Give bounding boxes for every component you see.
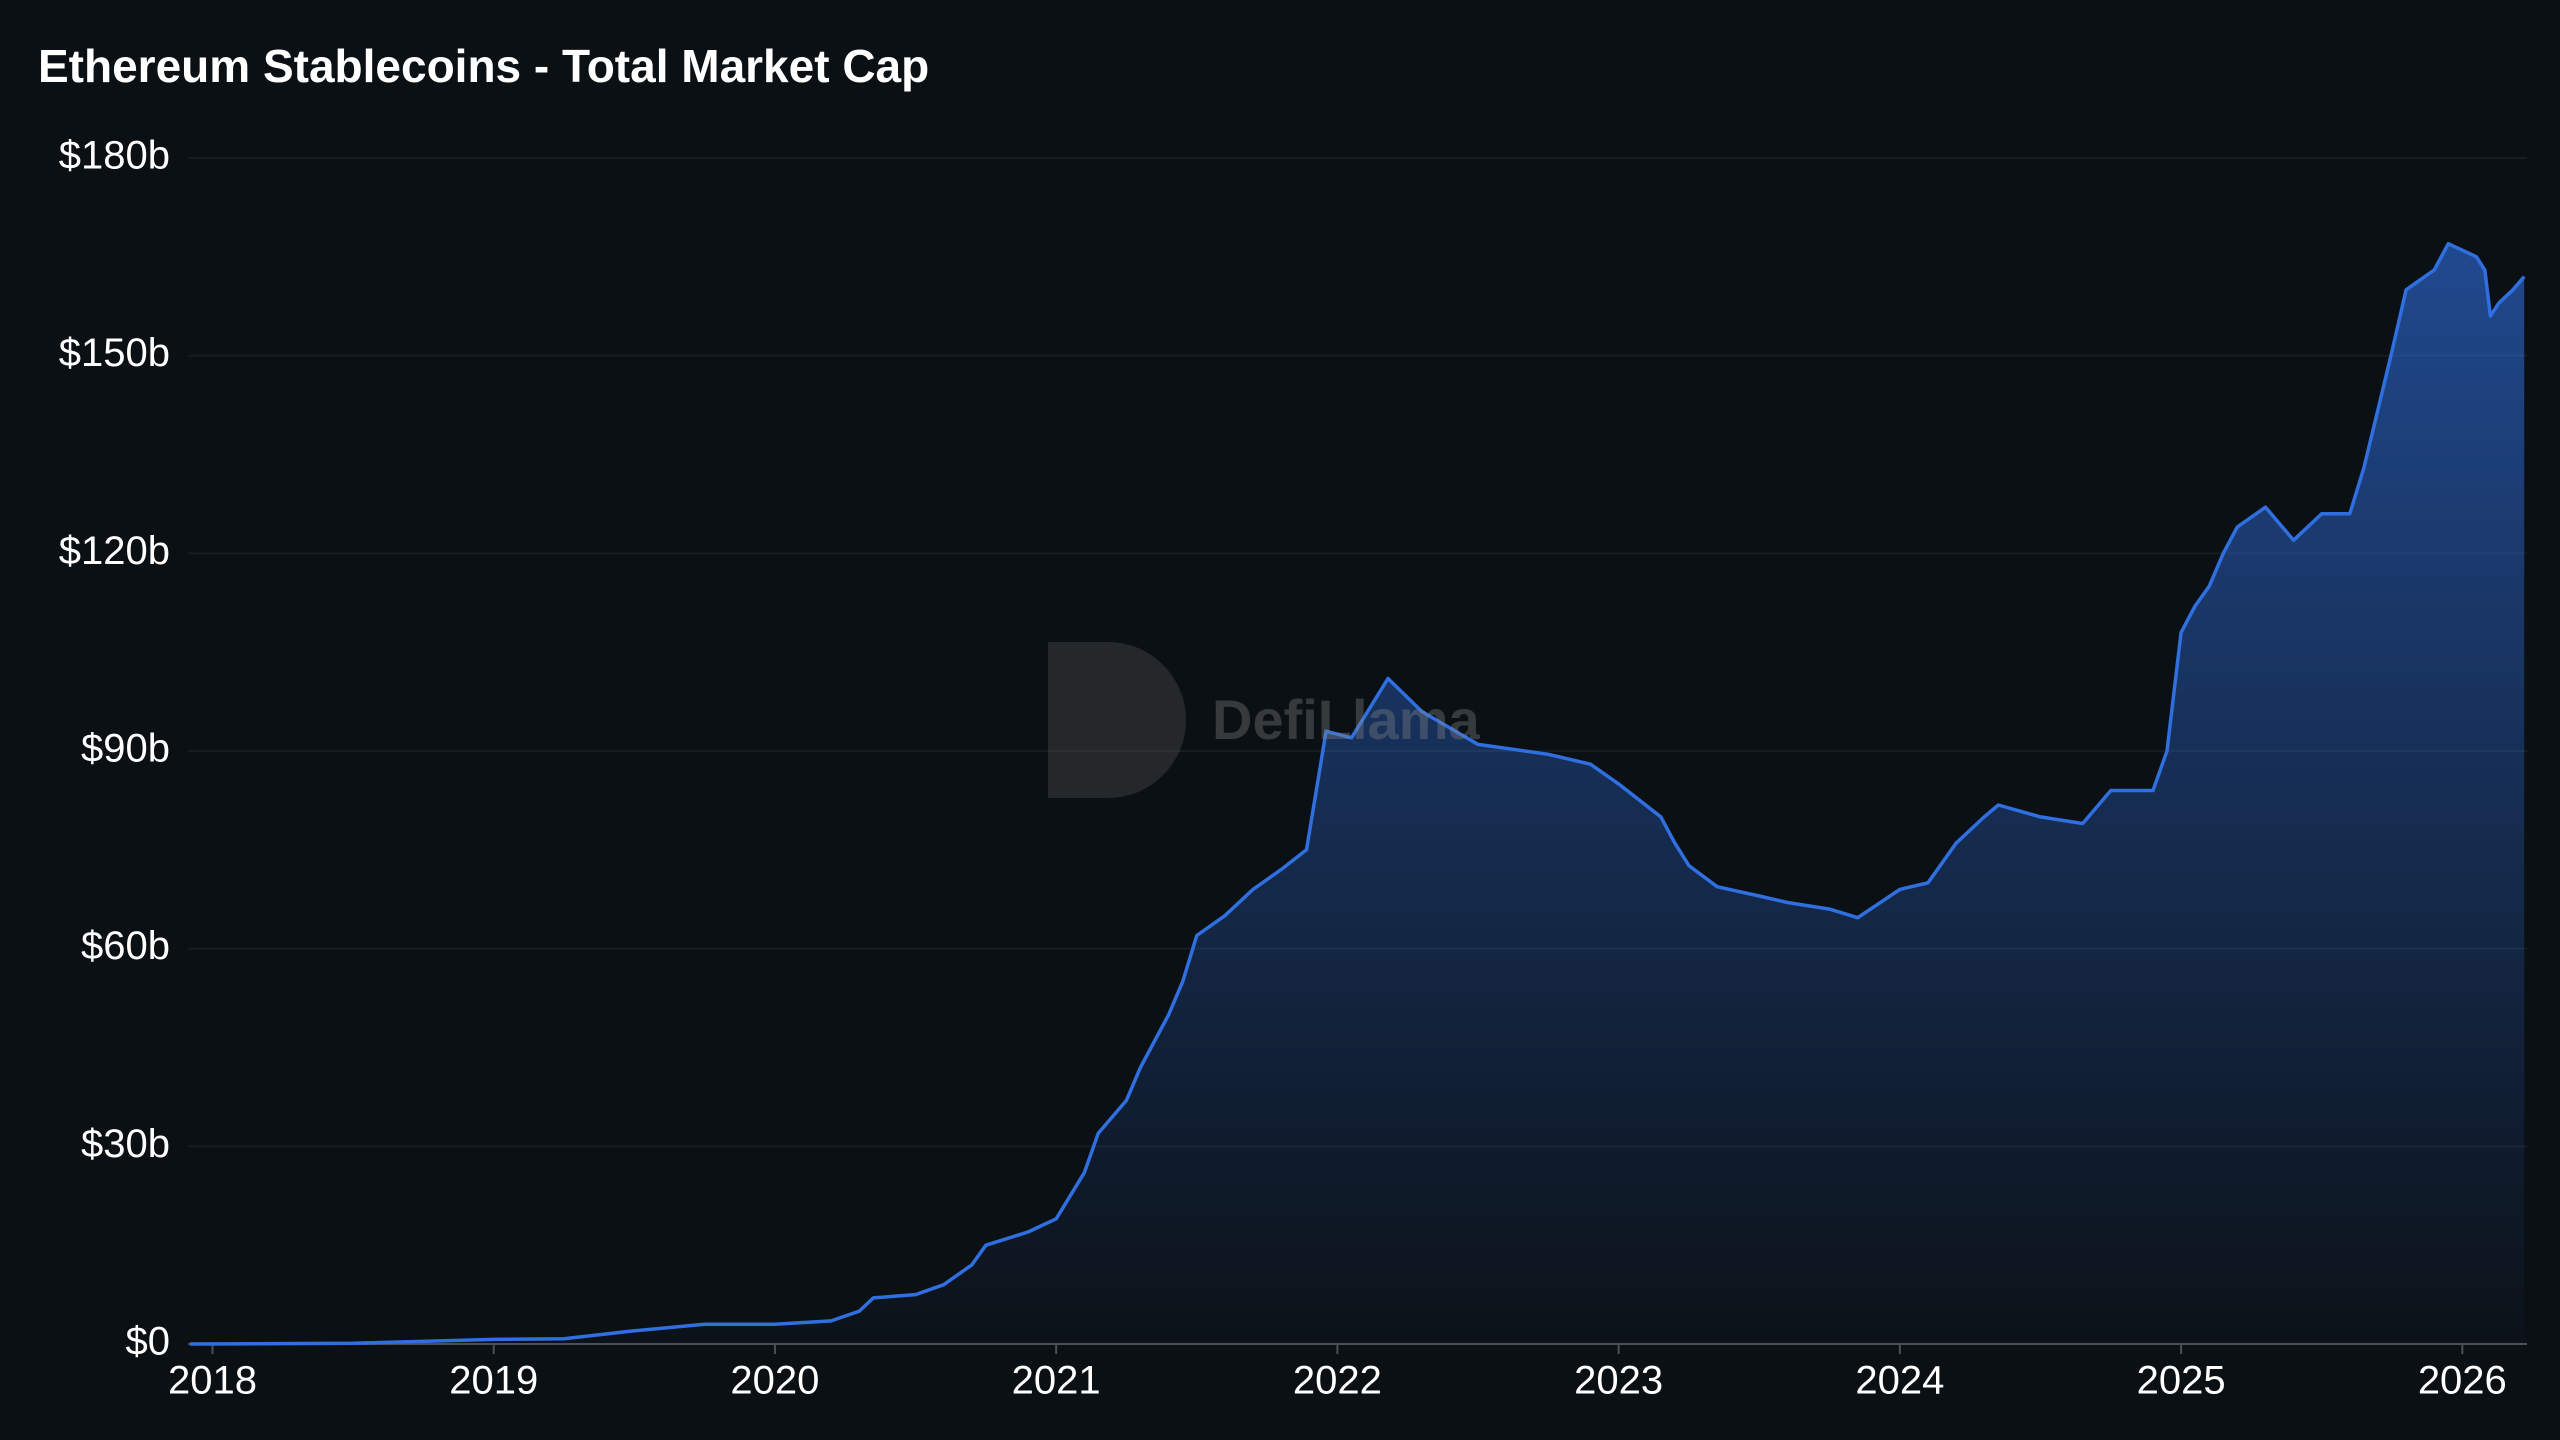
x-tick-label: 2026: [2418, 1359, 2507, 1403]
x-tick-label: 2019: [449, 1359, 538, 1403]
y-tick-label: $0: [126, 1320, 171, 1364]
y-tick-label: $180b: [59, 134, 170, 178]
x-tick-label: 2023: [1574, 1359, 1663, 1403]
watermark-text: DefiLlama: [1212, 688, 1480, 751]
y-tick-label: $30b: [81, 1122, 170, 1166]
x-tick-label: 2021: [1012, 1359, 1101, 1403]
x-tick-label: 2022: [1293, 1359, 1382, 1403]
watermark-logo: [1048, 642, 1186, 798]
y-tick-label: $120b: [59, 529, 170, 573]
x-tick-label: 2018: [168, 1359, 257, 1403]
y-tick-label: $90b: [81, 727, 170, 771]
line: [189, 241, 2526, 1346]
area: [190, 243, 2525, 1345]
watermark: DefiLlama: [1048, 642, 1480, 798]
chart-title: Ethereum Stablecoins - Total Market Cap: [38, 40, 929, 92]
x-tick-label: 2024: [1855, 1359, 1944, 1403]
x-tick-label: 2025: [2137, 1359, 2226, 1403]
y-tick-label: $150b: [59, 331, 170, 375]
x-tick-label: 2020: [730, 1359, 819, 1403]
y-tick-label: $60b: [81, 924, 170, 968]
